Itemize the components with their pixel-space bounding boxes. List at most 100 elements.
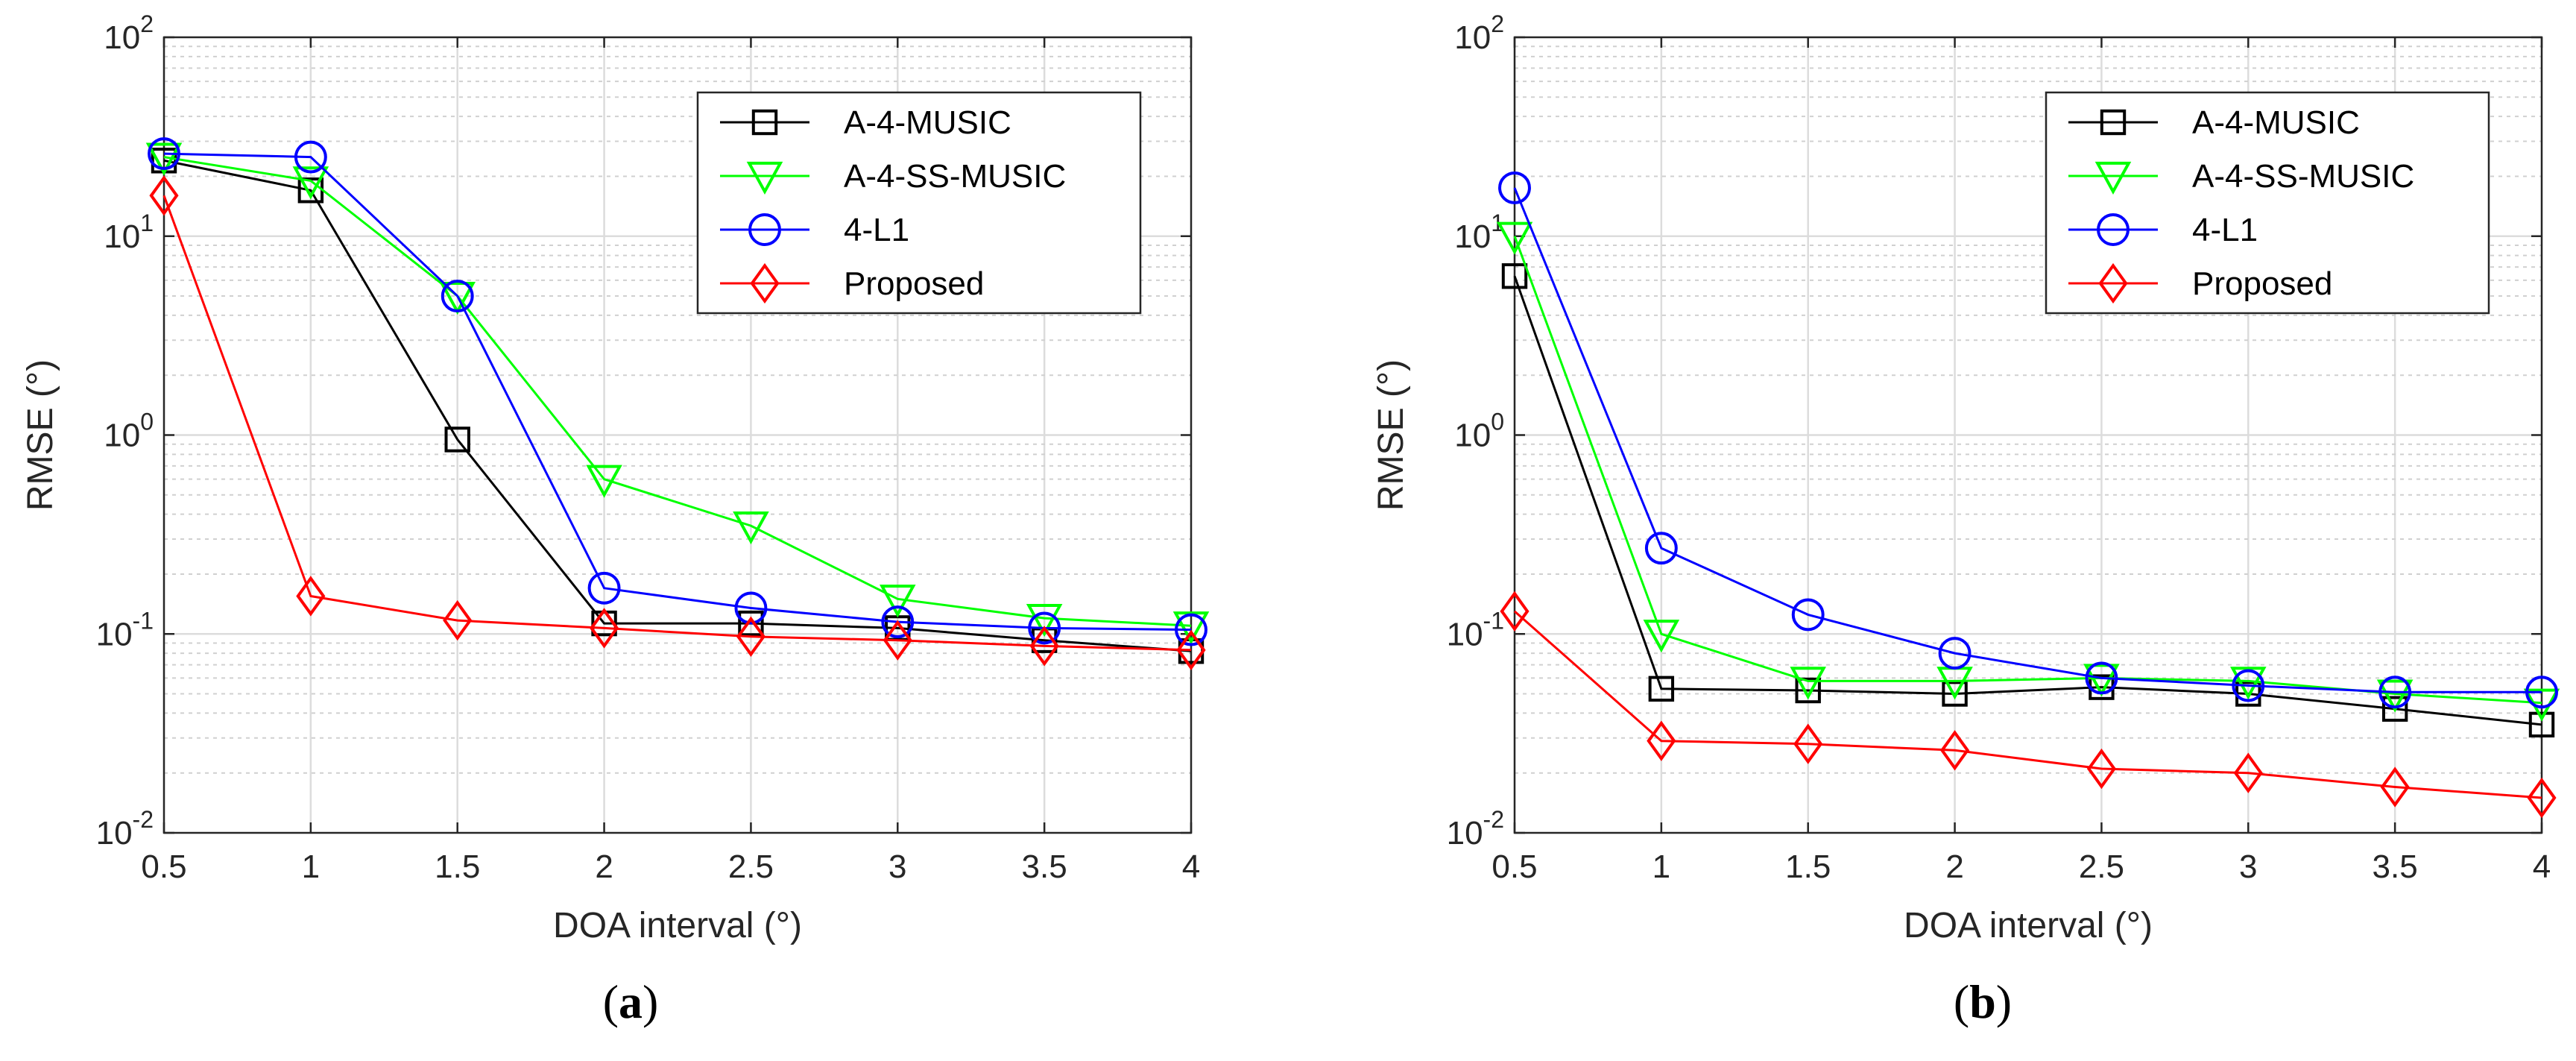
data-point-triangle: [1496, 221, 1533, 255]
series-line: [163, 156, 1192, 627]
data-point-diamond: [443, 599, 473, 641]
data-point-triangle: [1026, 604, 1063, 637]
data-point-diamond: [1647, 720, 1676, 761]
data-point-diamond: [1500, 591, 1530, 632]
data-point-circle: [441, 280, 474, 312]
data-point-triangle: [1790, 667, 1826, 700]
data-point-square: [1795, 677, 1821, 704]
data-point-triangle: [1172, 611, 1210, 645]
y-tick-label: 101: [1454, 210, 1504, 255]
y-tick-base: 10: [1454, 19, 1491, 56]
data-point-circle: [1028, 611, 1061, 645]
legend: A-4-MUSIC A-4-SS-MUSIC 4-L1 Proposed: [696, 91, 1142, 315]
data-point-circle: [2525, 676, 2558, 709]
y-tick-base: 10: [96, 616, 133, 652]
legend: A-4-MUSIC A-4-SS-MUSIC 4-L1 Proposed: [2045, 91, 2490, 315]
data-point-triangle: [733, 511, 769, 545]
x-axis-label: DOA interval (°): [1904, 906, 2153, 945]
data-point-square: [2528, 711, 2555, 738]
legend-label: Proposed: [844, 265, 984, 302]
data-point-triangle: [439, 281, 476, 315]
data-point-square: [444, 426, 470, 453]
y-tick-exponent: 0: [1491, 409, 1504, 435]
legend-item: A-4-MUSIC: [720, 104, 1011, 141]
panel-label-close: ): [1996, 975, 2012, 1028]
data-point-square: [1501, 263, 1528, 289]
series-proposed: [1500, 591, 2557, 819]
data-point-circle: [1175, 613, 1208, 646]
series-a-4-ss-music: [145, 142, 1210, 645]
y-tick-label: 100: [104, 409, 154, 454]
data-point-triangle: [145, 142, 183, 176]
data-point-triangle: [2230, 667, 2267, 700]
data-point-diamond: [1176, 629, 1206, 671]
data-point-circle: [1791, 598, 1825, 632]
y-tick-exponent: 1: [140, 210, 154, 236]
data-point-diamond: [1793, 723, 1823, 764]
panel-label: (a): [603, 975, 659, 1028]
data-point-diamond: [883, 620, 912, 661]
series-4-l1: [1498, 171, 2558, 709]
y-tick-base: 10: [104, 19, 140, 56]
x-axis-label: DOA interval (°): [553, 906, 802, 945]
data-point-triangle: [880, 585, 916, 618]
x-tick-label: 1: [302, 849, 320, 885]
y-tick-exponent: 2: [1491, 10, 1504, 37]
x-tick-label: 2.5: [2079, 849, 2124, 885]
data-point-diamond: [590, 608, 619, 649]
y-tick-exponent: 2: [140, 10, 154, 37]
y-tick-exponent: -2: [1483, 806, 1504, 833]
y-tick-base: 10: [1447, 815, 1483, 851]
data-point-triangle: [746, 161, 783, 195]
y-tick-label: 10-1: [96, 607, 154, 652]
y-tick-exponent: -1: [133, 607, 154, 634]
legend-item: A-4-SS-MUSIC: [720, 158, 1066, 195]
legend-item: 4-L1: [720, 212, 909, 248]
data-point-diamond: [149, 175, 179, 216]
series-line: [162, 195, 1192, 652]
y-tick-base: 10: [1454, 418, 1491, 454]
data-point-circle: [2232, 669, 2265, 702]
y-axis-label: RMSE (°): [1371, 359, 1411, 511]
legend-item: 4-L1: [2068, 212, 2258, 248]
data-point-triangle: [586, 465, 622, 498]
legend-label: A-4-MUSIC: [844, 104, 1011, 141]
data-point-triangle: [292, 166, 329, 200]
data-point-triangle: [2376, 679, 2414, 713]
y-tick-label: 101: [104, 210, 154, 255]
data-point-diamond: [2233, 752, 2263, 793]
data-point-diamond: [2098, 262, 2128, 304]
y-tick-label: 10-1: [1447, 607, 1504, 652]
legend-item: A-4-MUSIC: [2068, 104, 2360, 141]
x-tick-label: 2: [1945, 849, 1963, 885]
legend-item: A-4-SS-MUSIC: [2068, 158, 2414, 195]
data-point-triangle: [2094, 161, 2132, 195]
data-point-circle: [2378, 676, 2412, 709]
y-tick-exponent: 0: [140, 409, 154, 435]
y-tick-exponent: -2: [133, 806, 154, 833]
data-point-circle: [2097, 213, 2130, 246]
data-point-circle: [1498, 171, 1531, 204]
panel-label-letter: a: [619, 975, 643, 1028]
x-tick-label: 1: [1652, 849, 1670, 885]
panel-label-open: (: [1954, 975, 1969, 1028]
data-point-diamond: [1029, 626, 1059, 667]
y-tick-base: 10: [104, 218, 140, 255]
x-tick-label: 4: [1182, 849, 1200, 885]
y-axis-label: RMSE (°): [21, 359, 60, 511]
data-point-square: [738, 610, 764, 637]
panel-label-letter: b: [1969, 975, 1996, 1028]
y-tick-base: 10: [1447, 616, 1483, 652]
data-point-circle: [734, 591, 768, 625]
y-tick-base: 10: [96, 815, 133, 851]
x-tick-label: 1.5: [435, 849, 480, 885]
panel-label-close: ): [643, 975, 658, 1028]
series-proposed: [149, 175, 1206, 671]
series-line: [163, 152, 1192, 632]
data-point-diamond: [1940, 730, 1970, 771]
data-point-diamond: [2086, 748, 2116, 790]
legend-label: 4-L1: [844, 212, 909, 248]
